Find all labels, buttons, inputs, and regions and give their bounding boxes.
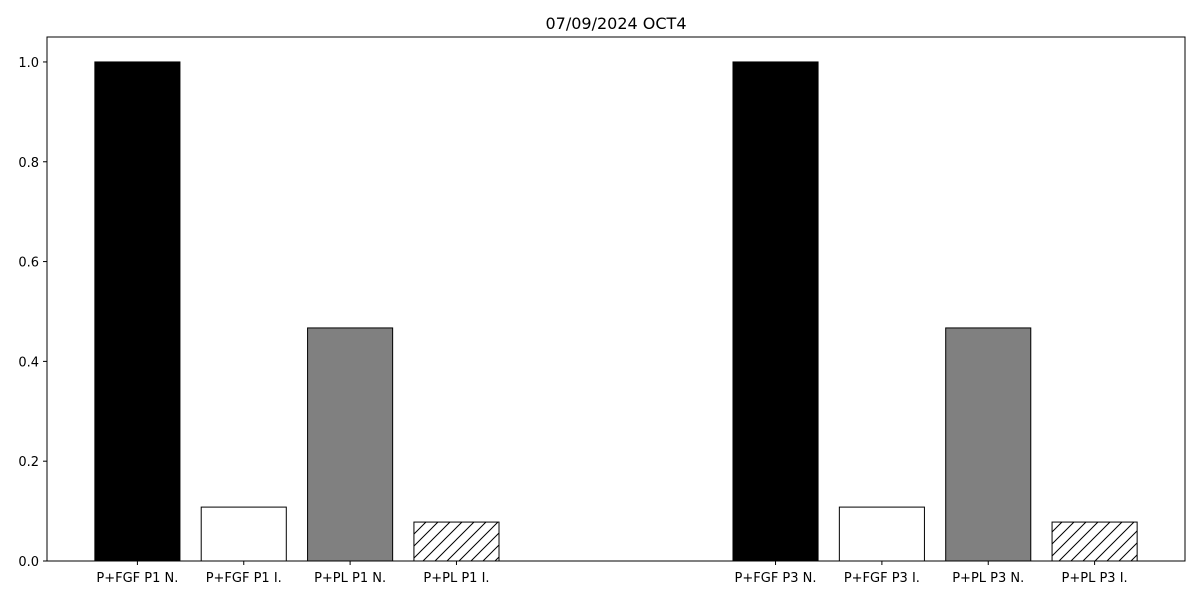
- x-tick-label: P+FGF P1 N.: [96, 571, 178, 586]
- chart-title: 07/09/2024 OCT4: [545, 14, 686, 33]
- x-tick-label: P+PL P3 N.: [952, 571, 1024, 586]
- bar-p-pl-p1-n: [307, 327, 394, 562]
- x-tick-label: P+PL P1 I.: [423, 571, 489, 586]
- bar-p-fgf-p3-i: [838, 506, 925, 562]
- bar-p-fgf-p1-n: [94, 61, 181, 562]
- x-tick-label: P+FGF P3 I.: [844, 571, 920, 586]
- y-tick-label: 0.0: [18, 555, 39, 570]
- bar-p-pl-p1-i: [413, 521, 500, 562]
- y-tick-label: 0.8: [18, 156, 39, 171]
- bar-p-fgf-p3-n: [732, 61, 819, 562]
- bar-p-pl-p3-i: [1051, 521, 1138, 562]
- y-tick-label: 0.6: [18, 256, 39, 271]
- x-tick-label: P+PL P3 I.: [1062, 571, 1128, 586]
- bar-p-pl-p3-n: [945, 327, 1032, 562]
- y-tick-label: 0.2: [18, 455, 39, 470]
- x-axis: P+FGF P1 N. P+FGF P1 I. P+PL P1 N. P+PL P1 …: [96, 561, 1128, 586]
- y-tick-label: 1.0: [18, 56, 39, 71]
- y-tick-label: 0.4: [18, 355, 39, 370]
- x-tick-label: P+FGF P1 I.: [206, 571, 282, 586]
- plot-area-frame: [46, 36, 1186, 562]
- y-axis: 0.0 0.2 0.4 0.6 0.8 1.0: [18, 56, 47, 570]
- bars-layer: [94, 61, 1138, 562]
- bar-p-fgf-p1-i: [200, 506, 287, 562]
- x-tick-label: P+PL P1 N.: [314, 571, 386, 586]
- x-tick-label: P+FGF P3 N.: [735, 571, 817, 586]
